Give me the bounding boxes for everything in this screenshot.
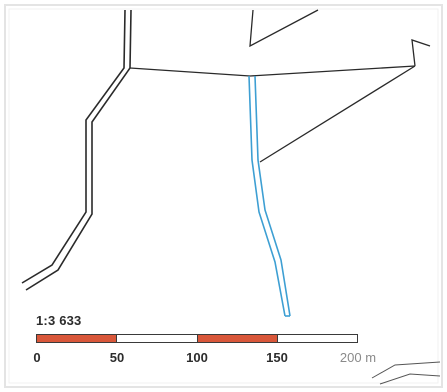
- road-left: [21, 9, 132, 291]
- scale-tick-150: 150: [266, 350, 288, 365]
- scale-tick-0: 0: [33, 350, 41, 365]
- scale-bar: [36, 334, 358, 343]
- scale-segment-1: [37, 335, 118, 342]
- corner-lines: [371, 361, 441, 385]
- map-border: [4, 4, 443, 388]
- scale-tick-100: 100: [186, 350, 208, 365]
- map-inner-border: [8, 8, 439, 384]
- scale-tick-200: 200 m: [339, 350, 377, 365]
- scale-segment-4: [277, 335, 357, 342]
- scale-ratio: 1:3 633: [36, 313, 82, 328]
- stream: [248, 75, 291, 317]
- parcel-boundaries: [129, 9, 431, 163]
- scale-tick-50: 50: [109, 350, 125, 365]
- scale-segment-2: [117, 335, 198, 342]
- scale-segment-3: [197, 335, 278, 342]
